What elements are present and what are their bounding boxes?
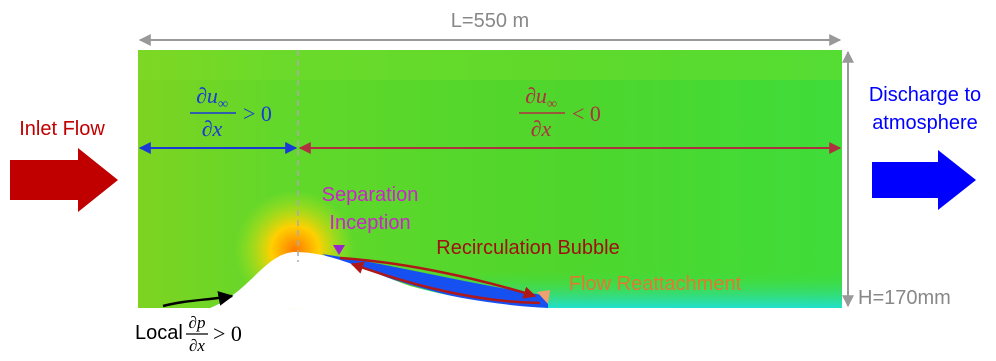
numerator: ∂u [525,83,547,108]
bubble-label: Recirculation Bubble [436,237,619,259]
pressure-formula: Local ∂p ∂x > 0 [135,313,242,355]
reattachment-label: Flow Reattachment [569,273,742,295]
relation: > 0 [213,321,242,346]
numerator: ∂u [196,83,218,108]
diagram: L=550 m H=170mm Inlet Flow Discharge to … [0,0,996,361]
relation: < 0 [572,101,601,126]
outlet-label: Discharge to [869,84,981,106]
outlet-arrow [872,150,976,210]
field-shade [138,50,842,80]
denominator: ∂x [202,116,223,141]
subscript: ∞ [547,97,557,112]
relation: > 0 [243,101,272,126]
length-label: L=550 m [451,10,529,32]
outlet-label: atmosphere [872,112,978,134]
denominator: ∂x [189,336,205,355]
subscript: ∞ [218,97,228,112]
numerator: ∂p [189,313,206,332]
denominator: ∂x [531,116,552,141]
separation-label: Separation [322,184,419,206]
height-label: H=170mm [858,287,951,309]
inlet-arrow [10,148,118,212]
separation-label: Inception [329,212,410,234]
inlet-label: Inlet Flow [19,118,105,140]
pressure-prefix: Local [135,322,183,344]
